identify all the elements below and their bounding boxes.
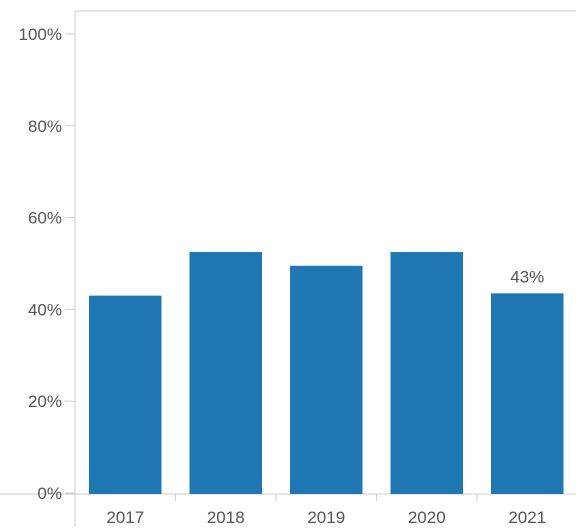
x-tick-label: 2019 [307,508,345,527]
y-tick-label: 60% [28,209,62,228]
bar-2020 [390,252,463,494]
x-tick-label: 2017 [106,508,144,527]
x-axis-ticks: 2017 2018 2019 2020 2021 [106,494,546,527]
y-tick-label: 80% [28,117,62,136]
x-tick-label: 2021 [508,508,546,527]
y-axis-ticks: 0% 20% 40% 60% 80% 100% [19,25,75,503]
bar-2019 [290,265,363,494]
axes [0,10,576,527]
bar-2021 [491,293,564,494]
y-tick-label: 100% [19,25,62,44]
y-tick-label: 20% [28,392,62,411]
bar-2017 [89,295,162,494]
data-label: 43% [510,267,544,286]
bars [89,252,564,494]
bar-2018 [189,252,262,494]
y-tick-label: 0% [37,484,62,503]
x-tick-label: 2020 [408,508,446,527]
data-labels: 43% [510,267,544,286]
x-tick-label: 2018 [207,508,245,527]
y-tick-label: 40% [28,300,62,319]
